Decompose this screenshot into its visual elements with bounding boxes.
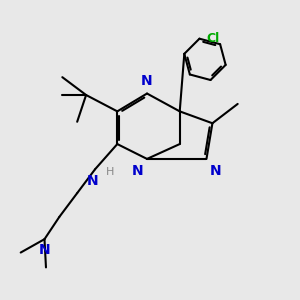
Text: N: N — [87, 174, 98, 188]
Text: N: N — [141, 74, 153, 88]
Text: N: N — [210, 164, 222, 178]
Text: N: N — [132, 164, 143, 178]
Text: H: H — [105, 167, 114, 177]
Text: Cl: Cl — [206, 32, 219, 45]
Text: N: N — [39, 243, 50, 257]
